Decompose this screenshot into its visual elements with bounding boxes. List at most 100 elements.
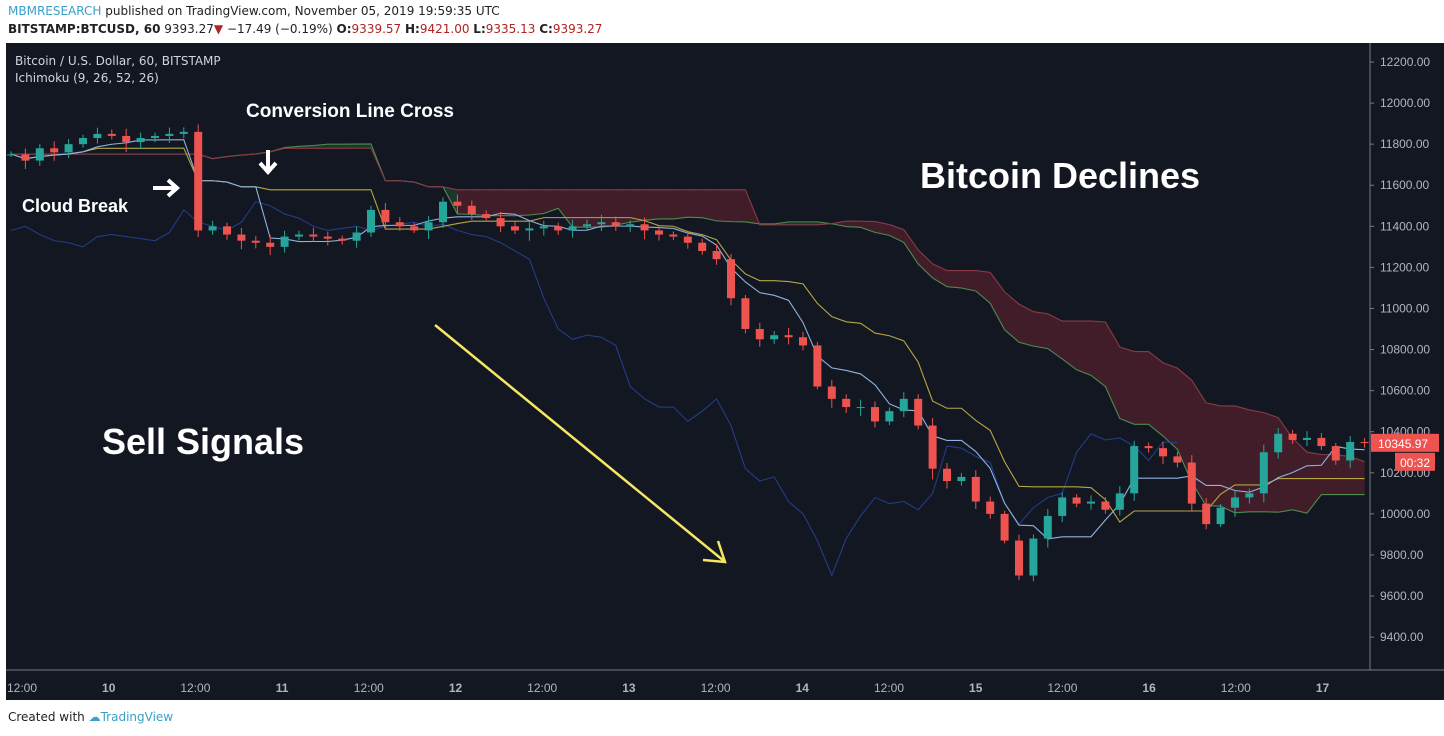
close-label: C: [539,22,553,36]
candle-body [799,337,807,346]
legend-title: Bitcoin / U.S. Dollar, 60, BITSTAMP [15,54,221,68]
trend-arrow-icon [434,324,727,564]
candle-body [1144,446,1153,449]
chart-legend: Bitcoin / U.S. Dollar, 60, BITSTAMP Ichi… [15,53,221,87]
publish-info: MBMRESEARCH published on TradingView.com… [8,4,500,18]
candle-body [1202,503,1211,525]
candle-body [698,242,707,251]
cloud-segment [1134,351,1149,425]
candle-body [741,298,750,330]
candle-body [223,226,231,235]
candle-body [136,137,145,143]
cloud-segment [831,221,847,227]
candle-body [1274,433,1283,453]
x-tick-label: 17 [1316,681,1330,695]
cloud-segment [702,189,717,221]
candle-body [165,133,174,136]
candle-body [583,224,591,227]
x-tick-label: 11 [276,681,289,695]
candle-body [1259,452,1268,494]
candle-body [496,218,505,227]
candle-body [539,226,548,229]
candle-body [1303,437,1311,440]
candle-body [626,224,635,227]
candle-body [597,222,606,225]
cloud-segment [1119,346,1135,425]
author-link[interactable]: MBMRESEARCH [8,4,102,18]
legend-indicator[interactable]: Ichimoku (9, 26, 52, 26) [15,71,159,85]
y-tick-label: 9400.00 [1380,630,1424,644]
candle-body [467,205,476,214]
chart-panel[interactable]: 12200.00 12000.00 11800.00 11600.00 11400.00… [6,43,1444,700]
symbol: BITSTAMP:BTCUSD, 60 [8,22,161,36]
cloud-segment [932,263,947,287]
low-value: 9335.13 [485,22,536,36]
candle-body [1115,493,1124,510]
candle-body [237,234,246,241]
candle-body [309,234,318,237]
cloud-segment [1235,405,1250,513]
y-tick-label: 11200.00 [1380,260,1429,274]
candle-body [899,398,908,412]
candle-body [1173,456,1182,463]
candle-body [1360,441,1369,443]
cloud-segment [486,189,501,216]
footer: Created with ☁TradingView [8,710,173,724]
cloud-segment [327,144,343,149]
chart-svg[interactable]: 12200.00 12000.00 11800.00 11600.00 11400.00… [6,43,1444,700]
x-tick-label: 12 [449,681,463,695]
cloud-segment [918,249,933,278]
candle-body [813,345,822,387]
x-tick-label: 12:00 [874,681,904,695]
annotation-conversion-line-cross: Conversion Line Cross [246,101,454,122]
cloud-segment [1307,452,1322,514]
candle-body [64,144,73,153]
last-price-label: 10345.97 [1378,437,1428,451]
cloud-segment [1350,456,1365,495]
cloud-segment [788,221,803,225]
y-tick-label: 10000.00 [1380,507,1430,521]
ohlc-bar: BITSTAMP:BTCUSD, 60 9393.27▼ −17.49 (−0.… [8,22,602,36]
cloud-segment [990,272,1005,330]
candle-body [971,476,980,502]
candle-body [928,425,937,469]
down-arrow-icon [258,150,278,176]
cloud-segment [903,229,919,265]
candle-body [453,201,462,206]
candle-body [1159,448,1167,457]
x-tick-label: 15 [969,681,983,695]
leading-span-b [11,147,1365,463]
candle-body [179,131,188,134]
x-tick-label: 12:00 [527,681,557,695]
cloud-segment [558,189,573,228]
cloud-segment [1076,321,1091,376]
cloud-segment [731,189,746,222]
cloud-segment [1335,454,1351,495]
candle-body [122,135,131,143]
candle-body [367,209,375,233]
x-tick-label: 12:00 [180,681,210,695]
candle-body [986,501,995,514]
cloud-segment [1278,417,1293,513]
footer-brand[interactable]: TradingView [100,710,174,724]
candle-body [712,250,721,260]
cloud-segment [803,221,818,225]
y-tick-label: 12200.00 [1380,55,1430,69]
candle-body [554,226,563,231]
candle-body [727,259,735,299]
x-tick-label: 16 [1142,681,1156,695]
candle-body [640,224,649,231]
high-label: H: [405,22,420,36]
y-tick-label: 11400.00 [1380,219,1429,233]
x-tick-label: 13 [622,681,636,695]
cloud-segment [1148,351,1163,437]
candle-body [194,131,203,231]
cloud-segment [543,189,559,214]
candle-body [280,236,289,247]
high-value: 9421.00 [419,22,470,36]
cloud-segment [1163,362,1178,450]
candle-body [424,222,433,231]
annotation-sell-signals: Sell Signals [102,421,304,462]
x-tick-label: 10 [102,681,116,695]
cloud-segment [1019,304,1034,347]
